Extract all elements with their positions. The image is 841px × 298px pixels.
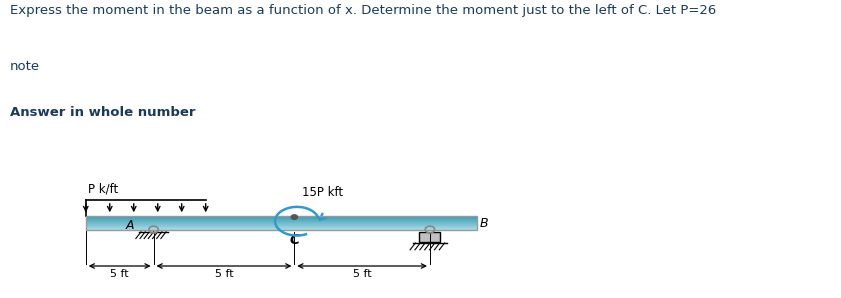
Circle shape	[291, 215, 298, 219]
Bar	[86, 229, 477, 230]
Text: 15P kft: 15P kft	[302, 186, 343, 199]
Text: C: C	[289, 233, 299, 247]
Bar	[86, 223, 477, 224]
Bar	[86, 216, 477, 230]
Text: B: B	[479, 217, 488, 229]
Bar	[86, 219, 477, 220]
Bar	[86, 224, 477, 225]
Text: 5 ft: 5 ft	[214, 269, 233, 279]
Bar	[86, 218, 477, 219]
Text: Express the moment in the beam as a function of x. Determine the moment just to : Express the moment in the beam as a func…	[10, 4, 717, 18]
Bar	[86, 227, 477, 228]
Bar	[86, 225, 477, 226]
Text: A: A	[125, 219, 134, 232]
Text: P k/ft: P k/ft	[88, 183, 119, 195]
Bar	[86, 216, 477, 217]
Bar	[420, 232, 441, 242]
Bar	[86, 215, 477, 216]
Bar	[86, 220, 477, 221]
Bar	[86, 228, 477, 229]
Bar	[86, 221, 477, 222]
Text: Answer in whole number: Answer in whole number	[10, 106, 196, 119]
Bar	[86, 222, 477, 223]
Text: 5 ft: 5 ft	[353, 269, 372, 279]
Text: 5 ft: 5 ft	[110, 269, 129, 279]
Bar	[86, 226, 477, 227]
Bar	[86, 217, 477, 218]
Text: note: note	[10, 60, 40, 73]
